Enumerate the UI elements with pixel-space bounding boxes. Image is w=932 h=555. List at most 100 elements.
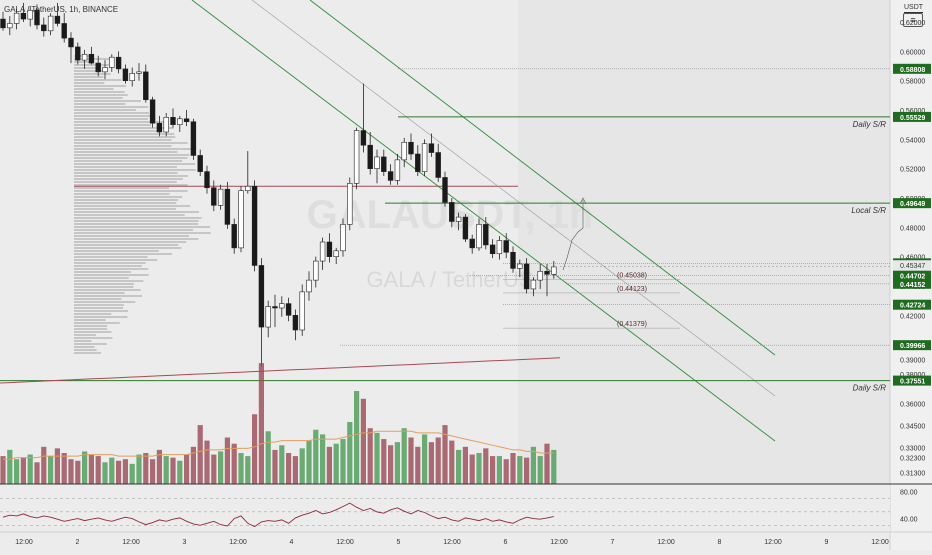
volume-bar[interactable] <box>279 445 285 484</box>
volume-bar[interactable] <box>68 459 74 484</box>
volume-bar[interactable] <box>211 454 217 484</box>
volume-bar[interactable] <box>551 449 557 484</box>
volume-bar[interactable] <box>163 456 169 484</box>
candle[interactable] <box>449 198 455 228</box>
volume-bar[interactable] <box>150 459 156 484</box>
candle[interactable] <box>489 239 496 259</box>
volume-bar[interactable] <box>469 454 475 484</box>
candle[interactable] <box>483 217 489 250</box>
candle[interactable] <box>7 16 13 36</box>
candle[interactable] <box>292 309 299 341</box>
volume-bar[interactable] <box>61 453 67 484</box>
candle[interactable] <box>54 2 61 27</box>
volume-bar[interactable] <box>401 428 407 484</box>
volume-bar[interactable] <box>490 456 496 484</box>
volume-bar[interactable] <box>122 459 128 484</box>
candle[interactable] <box>347 177 353 231</box>
candle[interactable] <box>551 261 557 279</box>
candle[interactable] <box>374 149 380 184</box>
candle[interactable] <box>41 17 47 37</box>
volume-bar[interactable] <box>156 449 162 484</box>
candle[interactable] <box>224 181 231 229</box>
volume-bar[interactable] <box>306 440 312 484</box>
volume-bar[interactable] <box>496 456 502 484</box>
settings-icon[interactable]: ≡ <box>903 13 923 27</box>
volume-bar[interactable] <box>537 456 543 484</box>
volume-bar[interactable] <box>530 446 536 484</box>
candle[interactable] <box>360 83 367 153</box>
candle[interactable] <box>0 11 6 31</box>
volume-bar[interactable] <box>197 425 203 484</box>
candle[interactable] <box>510 246 516 273</box>
volume-bar[interactable] <box>449 440 455 484</box>
volume-bar[interactable] <box>34 462 40 484</box>
volume-bar[interactable] <box>231 443 237 484</box>
candle[interactable] <box>75 42 81 65</box>
candle[interactable] <box>279 296 285 317</box>
volume-bar[interactable] <box>0 456 6 484</box>
candle[interactable] <box>265 300 271 338</box>
candle[interactable] <box>530 277 537 297</box>
volume-bar[interactable] <box>190 446 196 484</box>
volume-bar[interactable] <box>75 460 81 484</box>
candle[interactable] <box>428 133 435 157</box>
candle[interactable] <box>299 284 305 336</box>
candle[interactable] <box>340 218 346 257</box>
volume-bar[interactable] <box>503 459 509 484</box>
candle[interactable] <box>408 133 414 160</box>
candle[interactable] <box>149 96 156 128</box>
volume-bar[interactable] <box>462 446 468 484</box>
volume-bar[interactable] <box>367 428 373 484</box>
candle[interactable] <box>136 63 142 81</box>
candle[interactable] <box>517 259 523 278</box>
candle[interactable] <box>156 115 163 137</box>
candle[interactable] <box>306 271 312 301</box>
volume-bar[interactable] <box>299 448 305 484</box>
volume-bar[interactable] <box>340 439 346 484</box>
volume-bar[interactable] <box>102 462 108 484</box>
volume-bar[interactable] <box>143 453 149 484</box>
candle[interactable] <box>258 258 265 367</box>
candle[interactable] <box>183 110 190 127</box>
volume-bar[interactable] <box>184 454 190 484</box>
candle[interactable] <box>143 64 149 103</box>
volume-bar[interactable] <box>292 456 298 484</box>
volume-bar[interactable] <box>116 460 122 484</box>
candle[interactable] <box>163 112 169 137</box>
volume-bar[interactable] <box>408 437 414 485</box>
candle[interactable] <box>401 137 407 168</box>
candle[interactable] <box>272 294 278 328</box>
volume-bar[interactable] <box>354 391 360 484</box>
volume-bar[interactable] <box>428 442 434 484</box>
candle[interactable] <box>476 218 482 251</box>
volume-bar[interactable] <box>7 449 13 484</box>
volume-bar[interactable] <box>14 459 20 484</box>
volume-bar[interactable] <box>524 457 530 484</box>
volume-bar[interactable] <box>360 398 366 484</box>
candle[interactable] <box>333 247 339 264</box>
candle[interactable] <box>68 32 74 64</box>
volume-bar[interactable] <box>422 434 428 484</box>
candle[interactable] <box>462 214 469 242</box>
candle[interactable] <box>421 139 428 176</box>
candle[interactable] <box>102 60 108 80</box>
volume-bar[interactable] <box>48 456 54 484</box>
volume-bar[interactable] <box>388 445 394 484</box>
candle[interactable] <box>415 145 421 176</box>
candle[interactable] <box>367 132 373 175</box>
volume-bar[interactable] <box>177 460 183 484</box>
volume-bar[interactable] <box>95 456 101 484</box>
volume-bar[interactable] <box>252 414 258 484</box>
volume-bar[interactable] <box>265 431 271 484</box>
volume-bar[interactable] <box>415 446 421 484</box>
volume-bar[interactable] <box>170 457 176 484</box>
candle[interactable] <box>88 46 95 65</box>
volume-bar[interactable] <box>381 439 387 484</box>
volume-bar[interactable] <box>476 453 482 484</box>
candle[interactable] <box>238 186 244 253</box>
candle[interactable] <box>319 237 326 270</box>
volume-bar[interactable] <box>347 422 353 484</box>
volume-bar[interactable] <box>20 457 26 484</box>
candle[interactable] <box>197 149 203 176</box>
